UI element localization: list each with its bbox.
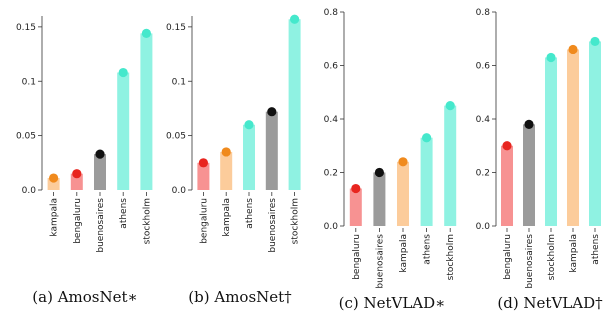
bar-bengaluru bbox=[349, 188, 362, 226]
x-tick-label: athens bbox=[119, 198, 129, 229]
bar-top-marker-bengaluru bbox=[72, 169, 82, 179]
bar-top-marker-stockholm bbox=[445, 101, 455, 111]
x-tick-label: bengaluru bbox=[503, 234, 513, 280]
chart-panel-3: 0.0 0.2 0.4 0.6 0.8 bengaluru buenosaires kampa… bbox=[324, 8, 457, 312]
bar-top-marker-stockholm bbox=[546, 52, 556, 63]
subfigure-caption: (a) AmosNet∗ bbox=[32, 288, 137, 306]
y-tick-label: 0.4 bbox=[476, 115, 491, 125]
bar-buenosaires bbox=[373, 172, 386, 226]
subfigure-caption: (d) NetVLAD† bbox=[497, 294, 603, 312]
bar-stockholm bbox=[288, 19, 301, 191]
y-tick-label: 0.6 bbox=[324, 62, 339, 72]
bar-top-marker-athens bbox=[590, 36, 600, 47]
bar-bengaluru bbox=[197, 162, 210, 190]
bar-top-marker-buenosaires bbox=[95, 149, 105, 159]
bar-top-marker-bengaluru bbox=[198, 158, 208, 168]
chart-panel-2: 0.0 0.05 0.1 0.15 bengaluru kampala athens buen… bbox=[166, 14, 301, 306]
x-tick-label: kampala bbox=[399, 234, 409, 273]
y-tick-label: 0.05 bbox=[166, 132, 186, 142]
x-tick-label: bengaluru bbox=[73, 198, 83, 244]
y-tick-label: 0.0 bbox=[476, 222, 491, 232]
y-tick-label: 0.8 bbox=[476, 8, 491, 18]
y-tick-label: 0.0 bbox=[324, 222, 339, 232]
bar-athens bbox=[589, 41, 601, 226]
y-tick-label: 0.2 bbox=[476, 169, 490, 179]
bar-athens bbox=[117, 72, 130, 190]
bar-buenosaires bbox=[265, 111, 278, 190]
bar-buenosaires bbox=[523, 124, 535, 226]
bar-top-marker-athens bbox=[422, 133, 432, 143]
x-tick-label: stockholm bbox=[446, 234, 456, 280]
x-tick-label: athens bbox=[245, 198, 255, 229]
x-tick-label: stockholm bbox=[547, 234, 557, 280]
y-tick-label: 0.8 bbox=[324, 8, 339, 18]
subfigure-caption: (c) NetVLAD∗ bbox=[339, 294, 446, 312]
x-tick-label: stockholm bbox=[142, 198, 152, 244]
bar-top-marker-bengaluru bbox=[351, 183, 361, 194]
y-tick-label: 0.0 bbox=[172, 186, 187, 196]
x-tick-label: buenosaires bbox=[268, 198, 278, 253]
bar-top-marker-kampala bbox=[221, 147, 231, 157]
bar-top-marker-kampala bbox=[49, 173, 59, 183]
bar-stockholm bbox=[545, 57, 557, 226]
bar-top-marker-stockholm bbox=[141, 28, 151, 38]
bar-bengaluru bbox=[501, 145, 513, 226]
chart-panel-4: 0.0 0.2 0.4 0.6 0.8 bengaluru buenosaires stock… bbox=[476, 8, 603, 312]
x-tick-label: buenosaires bbox=[525, 234, 535, 289]
x-tick-label: buenosaires bbox=[96, 198, 106, 253]
x-tick-label: athens bbox=[423, 234, 433, 265]
x-tick-label: buenosaires bbox=[375, 234, 385, 289]
bar-stockholm bbox=[444, 105, 457, 226]
bar-stockholm bbox=[140, 33, 153, 191]
x-tick-label: athens bbox=[591, 234, 601, 265]
x-tick-label: bengaluru bbox=[352, 234, 362, 280]
subfigure-caption: (b) AmosNet† bbox=[188, 288, 292, 306]
bar-athens bbox=[420, 137, 433, 226]
bar-top-marker-athens bbox=[244, 120, 254, 130]
y-tick-label: 0.6 bbox=[476, 62, 491, 72]
x-tick-label: kampala bbox=[50, 198, 60, 237]
x-tick-label: kampala bbox=[222, 198, 232, 237]
x-tick-label: bengaluru bbox=[199, 198, 209, 244]
y-tick-label: 0.1 bbox=[172, 77, 186, 87]
bar-top-marker-kampala bbox=[398, 157, 408, 167]
bar-top-marker-athens bbox=[118, 67, 128, 78]
y-tick-label: 0.15 bbox=[16, 23, 36, 33]
bar-buenosaires bbox=[94, 154, 106, 190]
bar-athens bbox=[243, 124, 255, 190]
bar-top-marker-kampala bbox=[568, 44, 578, 55]
bar-kampala bbox=[47, 178, 60, 190]
y-tick-label: 0.1 bbox=[22, 77, 36, 87]
bar-top-marker-buenosaires bbox=[524, 119, 534, 129]
y-tick-label: 0.15 bbox=[166, 23, 186, 33]
chart-panel-1: 0.0 0.05 0.1 0.15 kampala bengaluru buenosaire… bbox=[16, 16, 153, 306]
y-tick-label: 0.2 bbox=[324, 169, 338, 179]
y-tick-label: 0.0 bbox=[22, 186, 37, 196]
bar-top-marker-buenosaires bbox=[374, 167, 384, 178]
bar-kampala bbox=[567, 49, 579, 227]
bar-top-marker-buenosaires bbox=[267, 107, 277, 117]
bar-bengaluru bbox=[70, 173, 83, 190]
x-tick-label: kampala bbox=[569, 234, 579, 273]
bar-kampala bbox=[220, 151, 233, 190]
bar-top-marker-bengaluru bbox=[502, 141, 512, 151]
x-tick-label: stockholm bbox=[291, 198, 301, 244]
bar-top-marker-stockholm bbox=[290, 14, 300, 24]
bar-kampala bbox=[397, 161, 409, 226]
y-tick-label: 0.05 bbox=[16, 132, 36, 142]
y-tick-label: 0.4 bbox=[324, 115, 339, 125]
